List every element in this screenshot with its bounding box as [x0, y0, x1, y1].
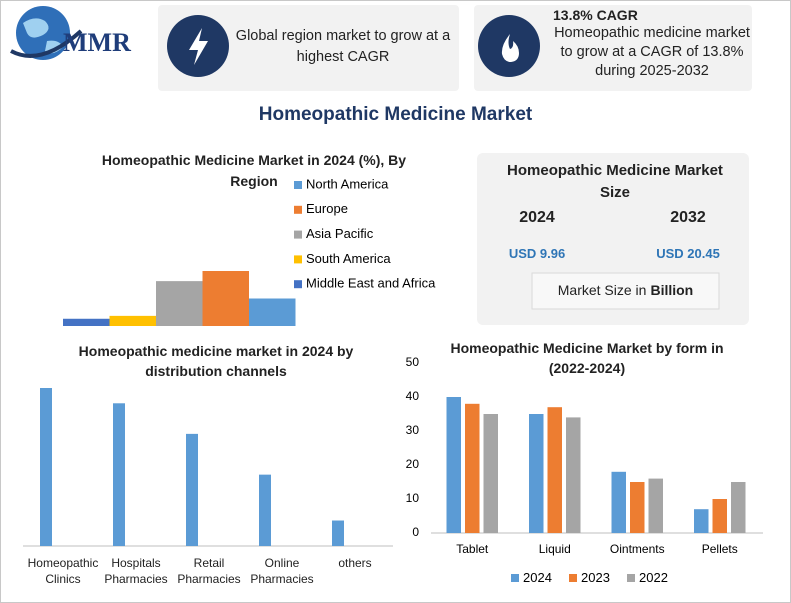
chart-title: Homeopathic Medicine Market by form in (… [450, 340, 724, 376]
bar [113, 403, 125, 546]
bar [446, 397, 461, 533]
legend-label: North America [306, 176, 389, 191]
unit-note-text: Market Size in [557, 282, 647, 298]
page-title: Homeopathic Medicine Market [258, 104, 533, 125]
bar [566, 417, 581, 533]
size-value: USD 9.96 [508, 246, 566, 261]
unit: Billion [650, 282, 694, 298]
legend-swatch [569, 574, 577, 582]
y-tick-label: 40 [406, 389, 420, 403]
unit-note: Market Size in Billion [532, 282, 719, 298]
x-tick-label: Hospitals Pharmacies [104, 556, 168, 586]
y-tick-label: 20 [406, 457, 420, 471]
size-title: Homeopathic Medicine Market Size [507, 162, 723, 201]
bar [40, 388, 52, 546]
legend-swatch [627, 574, 635, 582]
bar [483, 414, 498, 533]
x-tick-label: Pellets [702, 542, 738, 556]
card [474, 5, 752, 91]
card [158, 5, 459, 91]
x-tick-label: Online Pharmacies [250, 556, 314, 586]
bar [332, 520, 344, 546]
bar [712, 499, 727, 533]
chart-title: Homeopathic Medicine Market in 2024 (%),… [101, 152, 407, 189]
legend-label: 2023 [581, 570, 610, 585]
bar [529, 414, 544, 533]
y-tick-label: 10 [406, 491, 420, 505]
size-value: USD 20.45 [656, 246, 720, 261]
legend-label: Middle East and Africa [306, 276, 436, 291]
chart-title: Homeopathic medicine market in 2024 by d… [78, 343, 354, 379]
bar [731, 482, 746, 533]
x-tick-label: Retail Pharmacies [177, 556, 241, 586]
bar [547, 407, 562, 533]
legend-swatch [294, 230, 302, 239]
card-text: Global region market to grow at a highes… [235, 28, 451, 65]
y-tick-label: 30 [406, 423, 420, 437]
card-heading: 13.8% CAGR [553, 7, 638, 23]
legend-label: Europe [306, 201, 348, 216]
logo [10, 6, 83, 60]
bar [611, 471, 626, 533]
legend-swatch [294, 255, 302, 264]
legend-label: South America [306, 251, 391, 266]
bar [249, 298, 296, 326]
bar [648, 478, 663, 533]
legend-label: 2022 [639, 570, 668, 585]
legend-label: 2024 [523, 570, 552, 585]
bar [259, 474, 271, 546]
bar [63, 318, 110, 326]
legend-label: Asia Pacific [306, 226, 374, 241]
bar [109, 315, 156, 326]
unit-box [531, 272, 720, 310]
bar [465, 403, 480, 533]
icon-circle [478, 15, 540, 77]
bar [202, 271, 249, 326]
lightning-icon [189, 28, 208, 65]
bar [156, 281, 203, 326]
size-year: 2024 [519, 209, 555, 226]
x-tick-label: Ointments [610, 542, 665, 556]
card-text: Homeopathic medicine market to grow at a… [554, 25, 750, 79]
logo-text: MMR [63, 28, 131, 57]
x-tick-label: Tablet [456, 542, 489, 556]
legend-swatch [511, 574, 519, 582]
legend-swatch [294, 205, 302, 214]
x-tick-label: others [338, 556, 372, 570]
bar [694, 509, 709, 533]
bar [630, 482, 645, 533]
bar [186, 433, 198, 546]
legend-swatch [294, 181, 302, 189]
flame-icon [501, 34, 519, 62]
x-tick-label: Liquid [539, 542, 571, 556]
size-year: 2032 [670, 209, 706, 226]
x-tick-label: Homeopathic Clinics [27, 556, 99, 586]
y-tick-label: 0 [412, 525, 419, 539]
legend-swatch [294, 280, 302, 289]
y-tick-label: 50 [406, 355, 420, 369]
